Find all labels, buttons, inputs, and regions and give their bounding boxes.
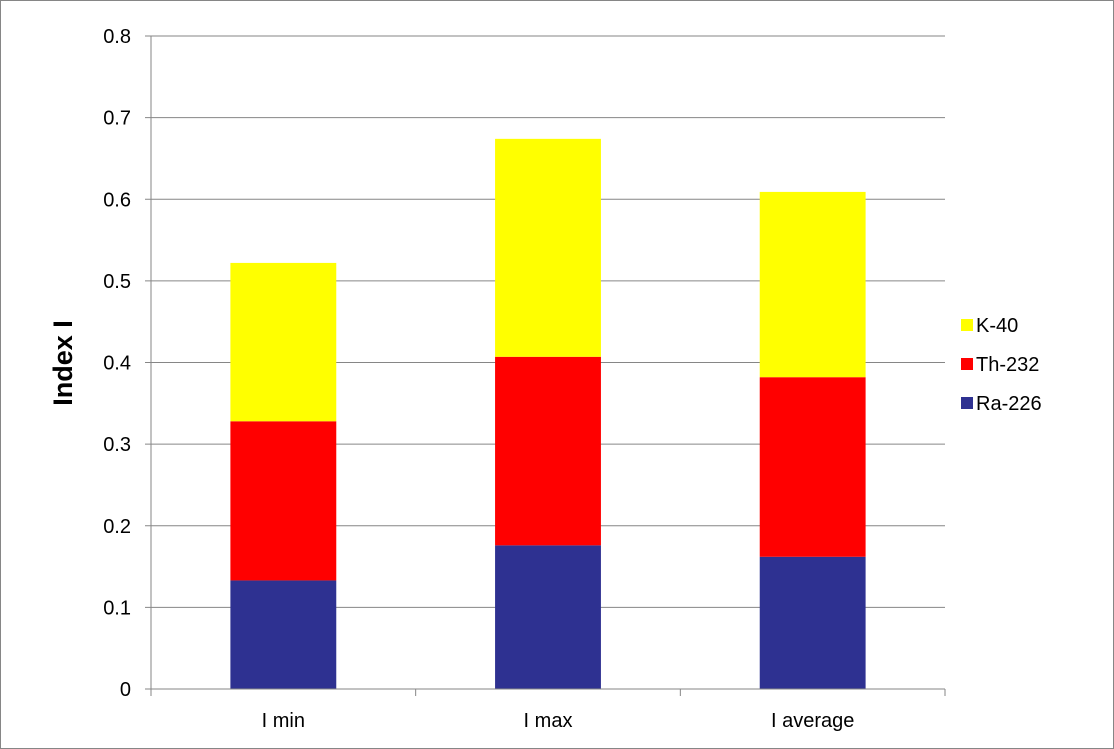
- y-tick-label: 0.3: [103, 434, 131, 456]
- axes: [145, 35, 946, 696]
- x-tick-label: I average: [771, 710, 854, 732]
- bar-ra-226-i-min: [230, 580, 337, 689]
- bar-th-232-i-max: [495, 356, 601, 546]
- legend-swatch-k-40: [961, 319, 973, 331]
- bar-ra-226-i-max: [495, 545, 601, 689]
- bar-k-40-i-max: [495, 138, 601, 357]
- y-tick-label: 0.8: [103, 26, 131, 48]
- bar-k-40-i-average: [759, 191, 866, 378]
- bar-k-40-i-min: [230, 262, 337, 422]
- y-tick-label: 0.1: [103, 597, 131, 619]
- y-tick-label: 0.7: [103, 108, 131, 130]
- x-tick-label: I max: [524, 710, 573, 732]
- legend: K-40 Th-232 Ra-226: [961, 315, 1042, 415]
- legend-label: Th-232: [976, 354, 1039, 376]
- x-tick-label: I min: [262, 710, 305, 732]
- legend-swatch-th-232: [961, 358, 973, 370]
- tick-labels: 0 0.1 0.2 0.3 0.4 0.5 0.6 0.7 0.8 I min I max I ave…: [103, 26, 854, 732]
- y-axis-title: Index I: [48, 320, 78, 406]
- legend-label: K-40: [976, 315, 1018, 337]
- y-tick-label: 0.6: [103, 189, 131, 211]
- bar-th-232-i-min: [230, 421, 337, 581]
- bar-th-232-i-average: [759, 377, 866, 557]
- y-tick-label: 0: [120, 679, 131, 701]
- y-tick-label: 0.5: [103, 271, 131, 293]
- y-tick-label: 0.4: [103, 353, 131, 375]
- legend-label: Ra-226: [976, 393, 1042, 415]
- bars: [230, 138, 866, 689]
- legend-swatch-ra-226: [961, 397, 973, 409]
- y-tick-label: 0.2: [103, 516, 131, 538]
- bar-ra-226-i-average: [759, 556, 866, 689]
